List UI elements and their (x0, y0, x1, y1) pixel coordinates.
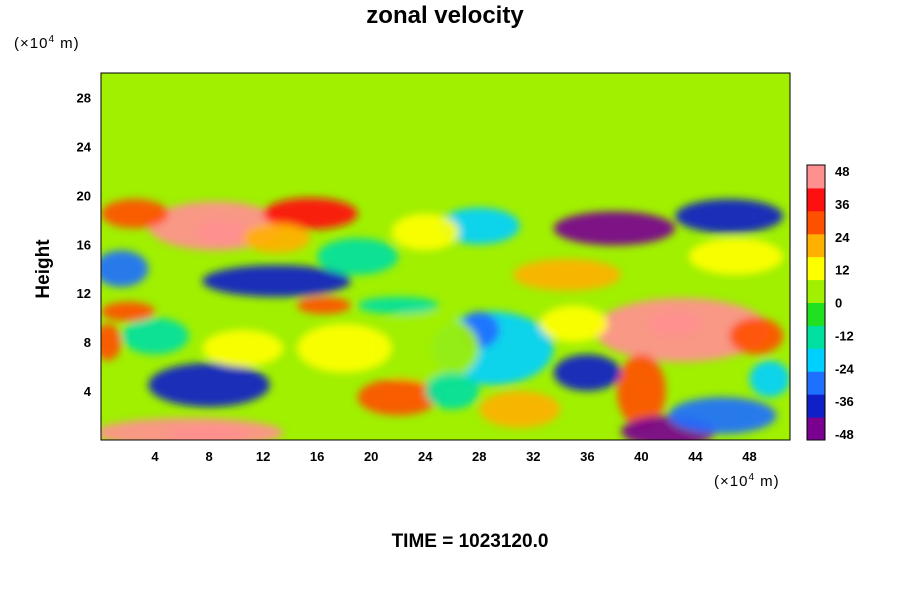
colorbar-tick-label: 12 (835, 263, 849, 278)
velocity-cell-17 (617, 354, 666, 428)
velocity-cell-25 (479, 391, 561, 428)
velocity-cell-23 (296, 323, 392, 373)
velocity-cell-3 (195, 219, 250, 245)
colorbar-tick-label: -48 (835, 427, 854, 442)
colorbar-tick-label: -36 (835, 394, 854, 409)
x-unit-prefix: (×10 (714, 473, 749, 490)
velocity-cell-35 (101, 323, 122, 361)
velocity-cell-21 (540, 305, 608, 343)
velocity-cell-36 (296, 296, 351, 314)
x-tick-label: 16 (310, 449, 324, 464)
velocity-cell-34 (101, 301, 156, 322)
colorbar-segment (807, 302, 825, 326)
x-unit-suffix: m) (755, 473, 780, 490)
x-tick-label: 20 (364, 449, 378, 464)
y-tick-label: 24 (77, 139, 92, 154)
x-tick-label: 4 (151, 449, 159, 464)
colorbar-segment (807, 348, 825, 372)
velocity-cell-37 (357, 296, 439, 314)
colorbar-segment (807, 417, 825, 441)
colorbar-tick-label: -12 (835, 328, 854, 343)
colorbar-segment (807, 187, 825, 212)
velocity-cell-33 (729, 317, 784, 355)
colorbar-segment (807, 371, 825, 395)
velocity-cell-2 (263, 197, 358, 230)
y-unit-exponent: 4 (48, 34, 56, 45)
y-tick-label: 8 (84, 335, 91, 350)
velocity-cell-27 (202, 329, 284, 367)
velocity-cell-7 (242, 223, 311, 253)
colorbar-segment (807, 325, 825, 349)
colorbar-tick-label: 0 (835, 296, 842, 311)
y-unit-suffix: m) (55, 35, 80, 52)
x-tick-label: 28 (472, 449, 486, 464)
velocity-cell-9 (438, 207, 520, 245)
x-axis-unit: (×104 m) (714, 472, 780, 490)
velocity-cell-4 (101, 199, 169, 229)
velocity-cell-26 (148, 362, 270, 407)
velocity-cell-12 (675, 199, 784, 234)
colorbar-segment (807, 256, 825, 281)
colorbar-tick-label: 48 (835, 164, 849, 179)
colorbar-tick-label: 24 (835, 230, 850, 245)
colorbar-segment (807, 210, 825, 235)
y-tick-label: 16 (77, 237, 91, 252)
velocity-cell-6 (202, 265, 351, 297)
velocity-cell-22 (371, 311, 480, 385)
velocity-cell-16 (648, 311, 703, 337)
velocity-cell-13 (513, 258, 622, 291)
velocity-cell-30 (168, 425, 250, 440)
velocity-cell-32 (668, 397, 777, 434)
time-label: TIME = 1023120.0 (391, 531, 549, 552)
x-tick-label: 40 (634, 449, 648, 464)
x-tick-label: 32 (526, 449, 540, 464)
velocity-cell-28 (121, 317, 189, 355)
colorbar-segment (807, 394, 825, 418)
x-tick-label: 36 (580, 449, 594, 464)
velocity-cell-8 (317, 238, 399, 275)
x-unit-exponent: 4 (748, 472, 756, 483)
x-tick-label: 12 (256, 449, 270, 464)
colorbar-tick-label: -24 (835, 361, 855, 376)
chart-title: zonal velocity (366, 2, 524, 29)
colorbar-segment (807, 279, 825, 303)
y-tick-label: 4 (84, 384, 92, 399)
y-tick-label: 12 (77, 286, 91, 301)
y-tick-label: 28 (77, 90, 91, 105)
velocity-cell-5 (101, 250, 149, 288)
velocity-cell-10 (391, 213, 460, 251)
plot-frame (100, 72, 791, 441)
velocity-cell-39 (749, 360, 790, 398)
y-unit-prefix: (×10 (14, 35, 49, 52)
colorbar-segment (807, 233, 825, 258)
x-tick-label: 48 (742, 449, 756, 464)
velocity-cell-14 (688, 238, 784, 275)
velocity-cell-11 (553, 211, 676, 246)
velocity-cell-24 (357, 378, 439, 416)
x-tick-label: 8 (205, 449, 212, 464)
y-axis-unit: (×104 m) (14, 34, 80, 52)
top-layer-boundary (101, 185, 790, 188)
x-tick-label: 24 (418, 449, 433, 464)
velocity-cell-38 (425, 372, 480, 410)
x-tick-label: 44 (688, 449, 703, 464)
velocity-cell-18 (553, 354, 622, 392)
colorbar-frame (806, 164, 826, 441)
y-tick-label: 20 (77, 188, 91, 203)
colorbar-segment (807, 165, 825, 189)
colorbar-tick-label: 36 (835, 197, 849, 212)
